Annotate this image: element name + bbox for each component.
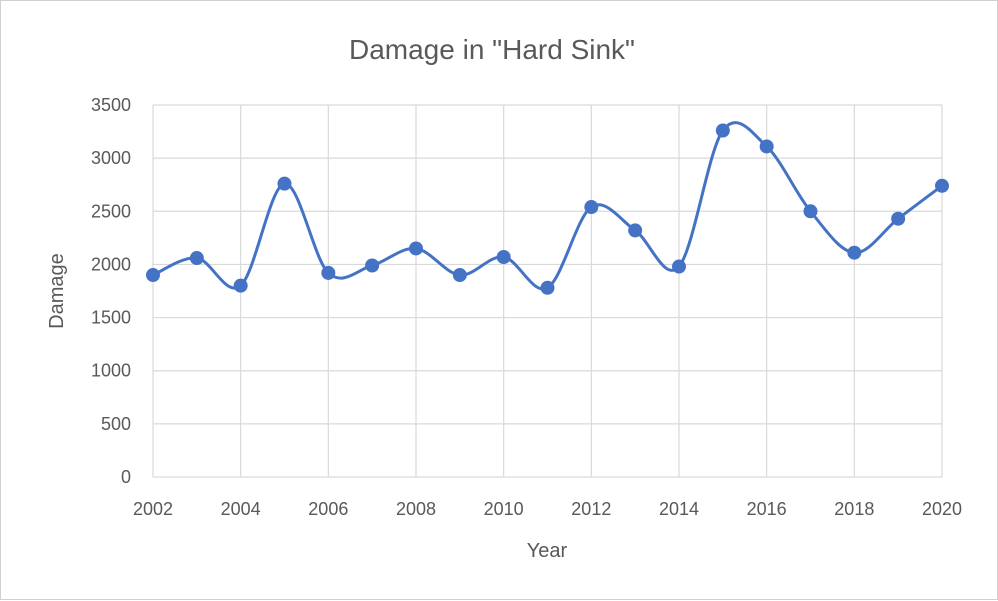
x-tick-label: 2012 xyxy=(571,499,611,519)
data-point xyxy=(935,178,949,193)
data-point xyxy=(715,123,730,138)
y-axis-ticks: 0 500 1000 1500 2000 2500 3000 3500 xyxy=(91,95,131,487)
data-point xyxy=(409,241,423,256)
data-point xyxy=(321,265,336,280)
y-tick-label: 2000 xyxy=(91,254,131,274)
y-axis-label: Damage xyxy=(46,253,68,329)
data-point xyxy=(365,258,380,273)
y-tick-label: 3000 xyxy=(91,148,131,168)
x-tick-label: 2018 xyxy=(834,499,874,519)
data-point xyxy=(277,176,292,191)
x-tick-label: 2020 xyxy=(922,499,962,519)
y-tick-label: 0 xyxy=(121,467,131,487)
data-point xyxy=(759,139,774,154)
x-axis-label: Year xyxy=(527,540,568,562)
x-tick-label: 2010 xyxy=(484,499,524,519)
x-tick-label: 2016 xyxy=(747,499,787,519)
data-point xyxy=(146,268,160,283)
chart-title: Damage in "Hard Sink" xyxy=(349,34,635,65)
data-point xyxy=(584,200,599,215)
grid xyxy=(152,104,943,478)
data-point xyxy=(540,280,555,295)
y-tick-label: 3500 xyxy=(91,95,131,115)
x-tick-label: 2008 xyxy=(396,499,436,519)
data-point xyxy=(672,259,686,274)
data-point xyxy=(628,223,643,238)
y-tick-label: 1500 xyxy=(91,308,131,328)
x-axis-ticks: 2002 2004 2006 2008 2010 2012 2014 2016 2018 2020 xyxy=(133,499,962,519)
x-tick-label: 2002 xyxy=(133,499,173,519)
data-point xyxy=(847,245,862,260)
data-point xyxy=(189,251,204,266)
y-tick-label: 1000 xyxy=(91,361,131,381)
y-tick-label: 500 xyxy=(101,414,131,434)
y-tick-label: 2500 xyxy=(91,201,131,221)
x-tick-label: 2014 xyxy=(659,499,699,519)
data-point xyxy=(233,278,248,293)
data-point xyxy=(891,211,906,226)
data-point xyxy=(452,268,467,283)
series xyxy=(146,121,949,295)
x-tick-label: 2004 xyxy=(221,499,261,519)
x-tick-label: 2006 xyxy=(308,499,348,519)
data-point xyxy=(803,204,818,219)
data-point xyxy=(496,249,511,264)
